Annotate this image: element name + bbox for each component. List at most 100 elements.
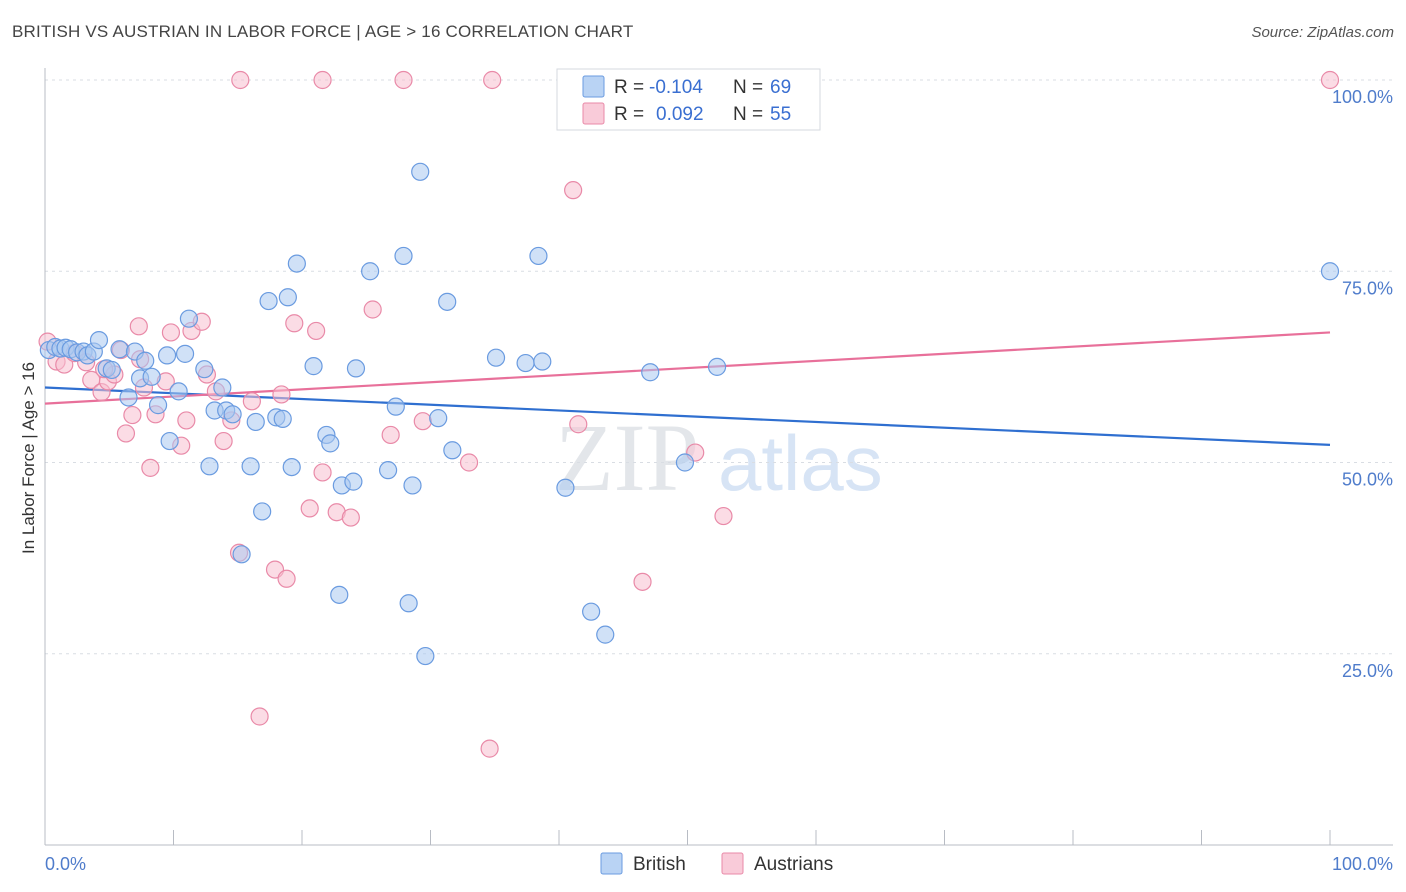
british-point: [394, 246, 413, 266]
british-point: [148, 396, 168, 415]
british-point: [516, 353, 535, 373]
british-point: [110, 340, 129, 359]
british-point: [438, 292, 457, 311]
british-point: [486, 348, 506, 367]
series-legend-british: British: [633, 854, 686, 875]
austrian-point: [564, 181, 583, 200]
british-point: [403, 476, 422, 495]
british-point: [321, 434, 340, 453]
british-point: [1320, 262, 1340, 281]
austrian-point: [177, 411, 196, 430]
austrian-point: [413, 412, 432, 431]
british-point: [304, 357, 323, 376]
british-point: [169, 382, 188, 401]
austrian-point: [1320, 70, 1340, 90]
british-point: [429, 409, 448, 428]
british-point: [195, 360, 214, 379]
british-point: [179, 309, 199, 328]
british-point: [675, 453, 695, 472]
british-point: [416, 646, 435, 666]
correlation-legend: R = -0.104 N = 69 R = 0.092 N = 55: [556, 68, 821, 131]
data-points: [38, 70, 1340, 758]
austrian-point: [285, 314, 304, 333]
legend-swatch-austrians: [582, 102, 605, 125]
austrian-point: [231, 70, 250, 90]
british-point: [330, 585, 349, 604]
legend-swatch-british: [582, 75, 605, 98]
austrian-point: [341, 508, 360, 527]
legend-austrians-n-label: N =: [733, 104, 763, 125]
legend-british-r-label: R =: [614, 77, 644, 98]
chart-title: BRITISH VS AUSTRIAN IN LABOR FORCE | AGE…: [12, 22, 634, 41]
series-legend-swatch-austrians: [721, 852, 744, 875]
austrian-point: [123, 405, 142, 425]
british-point: [142, 367, 161, 386]
austrian-point: [381, 425, 400, 445]
austrian-point: [129, 317, 148, 336]
british-point: [241, 457, 260, 476]
british-point: [259, 291, 278, 311]
legend-british-n-value: 69: [770, 77, 791, 98]
british-point: [253, 502, 272, 521]
austrian-point: [242, 392, 261, 411]
british-point: [582, 602, 601, 621]
austrian-point: [300, 499, 319, 518]
x-tick-label-min: 0.0%: [45, 854, 86, 874]
austrian-point: [480, 739, 499, 758]
british-point: [596, 625, 615, 644]
legend-british-r-value: -0.104: [649, 77, 703, 98]
y-axis-label: In Labor Force | Age > 16: [19, 362, 38, 554]
british-point: [278, 288, 297, 307]
british-point: [386, 397, 405, 416]
british-point: [378, 461, 398, 480]
austrian-point: [363, 300, 382, 319]
source-credit: Source: ZipAtlas.com: [1251, 24, 1394, 41]
austrian-point: [459, 453, 479, 472]
british-point: [119, 388, 138, 407]
legend-austrians-r-label: R =: [614, 104, 644, 125]
austrian-point: [250, 707, 269, 726]
british-point: [641, 363, 660, 382]
series-legend: British Austrians: [600, 852, 833, 875]
british-point: [89, 331, 109, 350]
british-point: [399, 594, 418, 613]
british-point: [213, 378, 232, 397]
legend-british-n-label: N =: [733, 77, 763, 98]
british-point: [707, 357, 727, 376]
british-point: [160, 431, 179, 451]
british-point: [344, 472, 363, 491]
series-legend-swatch-british: [600, 852, 623, 875]
series-legend-austrians: Austrians: [754, 854, 833, 875]
austrian-point: [307, 321, 326, 341]
austrian-point: [313, 70, 332, 90]
austrian-point: [161, 323, 181, 342]
austrian-point: [277, 569, 296, 588]
austrian-point: [272, 385, 291, 404]
x-axis-ticks: [44, 830, 1331, 845]
austrian-point: [116, 424, 136, 443]
british-point: [287, 254, 306, 273]
austrian-point: [569, 415, 588, 434]
austrian-point: [714, 506, 733, 526]
british-point: [157, 346, 177, 365]
austrian-point: [313, 463, 332, 482]
y-tick-labels: 25.0% 50.0% 75.0% 100.0%: [1332, 87, 1393, 681]
british-point: [361, 262, 380, 281]
x-tick-label-max: 100.0%: [1332, 854, 1393, 874]
british-point: [200, 457, 219, 476]
y-tick-label: 25.0%: [1342, 661, 1393, 681]
british-point: [175, 344, 195, 363]
british-point: [102, 360, 121, 380]
british-point: [282, 457, 301, 477]
legend-austrians-r-value: 0.092: [656, 104, 704, 125]
british-point: [232, 545, 251, 564]
austrian-point: [394, 70, 413, 90]
y-tick-label: 50.0%: [1342, 470, 1393, 490]
british-point: [136, 351, 155, 370]
british-point: [246, 412, 265, 432]
british-point: [533, 352, 552, 371]
british-point: [443, 441, 462, 460]
british-point: [273, 409, 292, 428]
british-point: [556, 478, 575, 497]
